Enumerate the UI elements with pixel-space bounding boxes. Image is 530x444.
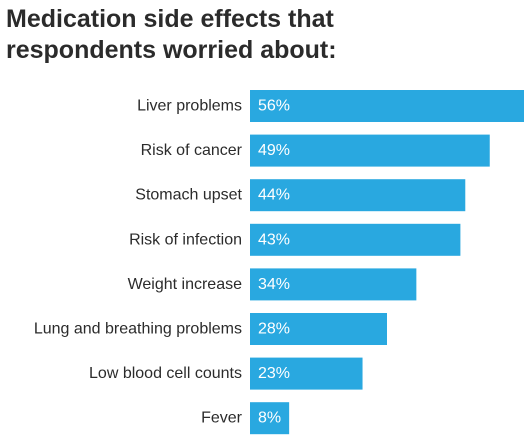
value-label: 56% — [258, 98, 290, 115]
bar — [250, 313, 387, 345]
bar — [250, 134, 490, 167]
bar — [250, 179, 466, 212]
chart-title-line-1: Medication side effects that — [6, 5, 334, 33]
bar-row: Weight increase 34% — [128, 268, 417, 301]
chart-title-line-2: respondents worried about: — [6, 36, 337, 64]
category-label: Stomach upset — [135, 187, 242, 204]
value-label: 43% — [258, 231, 290, 248]
value-label: 23% — [258, 365, 290, 382]
category-label: Lung and breathing problems — [34, 321, 242, 338]
bar — [250, 357, 363, 390]
bar — [250, 268, 417, 301]
bar-row: Risk of cancer 49% — [141, 134, 490, 167]
bar — [250, 90, 524, 122]
bar-row: Low blood cell counts 23% — [89, 357, 363, 390]
value-label: 34% — [258, 276, 290, 293]
category-label: Risk of infection — [129, 231, 242, 248]
value-label: 44% — [258, 187, 290, 204]
category-label: Weight increase — [128, 276, 243, 293]
category-label: Fever — [201, 410, 243, 427]
bar — [250, 402, 290, 435]
bar — [250, 223, 461, 256]
chart-title: Medication side effects that respondents… — [6, 4, 506, 66]
bar-row: Liver problems 56% — [137, 90, 524, 122]
value-label: 8% — [258, 410, 281, 427]
category-label: Risk of cancer — [141, 142, 243, 159]
category-label: Low blood cell counts — [89, 365, 242, 382]
bar-row: Stomach upset 44% — [135, 179, 466, 212]
bar-row: Fever 8% — [201, 402, 290, 435]
bar-row: Risk of infection 43% — [129, 223, 461, 256]
value-label: 49% — [258, 142, 290, 159]
bar-row: Lung and breathing problems 28% — [34, 313, 387, 345]
value-label: 28% — [258, 321, 290, 338]
category-label: Liver problems — [137, 98, 242, 115]
